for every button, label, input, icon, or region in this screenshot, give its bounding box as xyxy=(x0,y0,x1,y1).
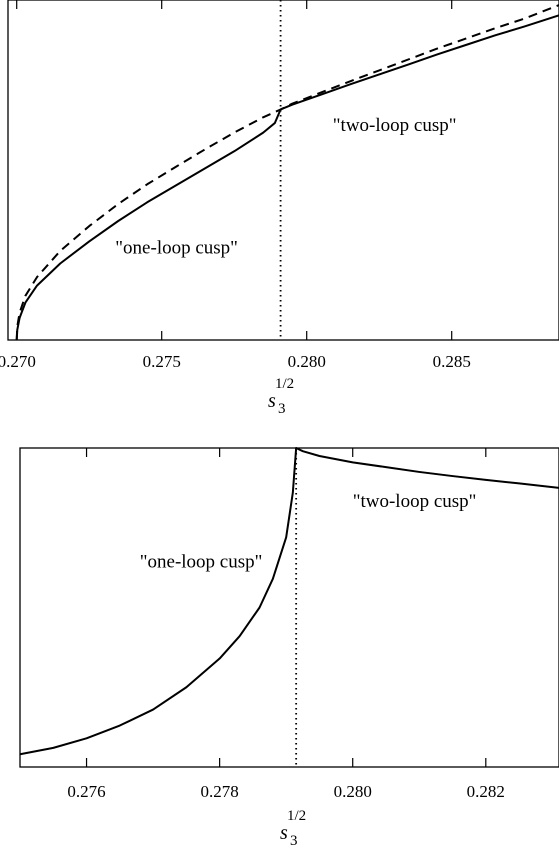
x-tick-label: 0.280 xyxy=(334,782,372,801)
x-axis-label-subscript: 3 xyxy=(290,833,298,849)
curve-annotation: "one-loop cusp" xyxy=(140,552,263,573)
curve-annotation: "two-loop cusp" xyxy=(333,115,457,136)
x-tick-label: 0.280 xyxy=(288,352,326,371)
x-tick-label: 0.285 xyxy=(433,352,471,371)
series-line-solid xyxy=(19,447,559,756)
x-tick-label: 0.278 xyxy=(201,782,239,801)
curve-annotation: "two-loop cusp" xyxy=(353,491,477,512)
x-tick-label: 0.276 xyxy=(67,782,105,801)
x-axis-label-superscript: 1/2 xyxy=(275,376,294,392)
plot-frame xyxy=(19,447,559,768)
x-axis-label-subscript: 3 xyxy=(278,401,286,417)
series-line-dashed xyxy=(15,4,559,341)
x-tick-label: 0.270 xyxy=(0,352,36,371)
curve-annotation: "one-loop cusp" xyxy=(115,237,238,258)
x-axis-label-superscript: 1/2 xyxy=(287,808,306,824)
x-axis-label: s xyxy=(280,822,288,844)
chart-panel-1: 0.270 0.275 0.280 0.285 "one-loop cusp" "two-… xyxy=(0,0,559,417)
chart-panel-2: 0.276 0.278 0.280 0.282 "one-loop cusp" "two-… xyxy=(19,447,559,849)
x-axis-label: s xyxy=(268,390,276,412)
plot-frame xyxy=(7,0,559,341)
series-line-solid xyxy=(15,14,559,341)
x-tick-label: 0.275 xyxy=(143,352,181,371)
x-tick-label: 0.282 xyxy=(467,782,505,801)
